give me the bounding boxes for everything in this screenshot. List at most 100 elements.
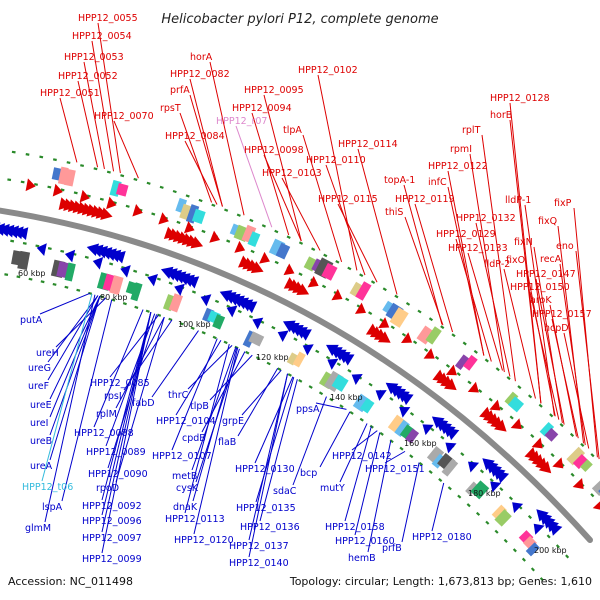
- label-leader-line: [171, 338, 218, 451]
- tick-mark: [237, 309, 242, 314]
- tick-mark: [125, 204, 130, 208]
- gene-arrow: [489, 399, 501, 411]
- feature-box: [463, 354, 478, 371]
- label-leader-line: [59, 97, 78, 163]
- gene-label: lldP-2: [484, 259, 510, 270]
- tick-mark: [527, 514, 532, 520]
- tick-mark: [417, 309, 422, 314]
- tick-mark: [570, 472, 575, 477]
- gene-label: HPP12_t06: [22, 482, 73, 493]
- label-leader-line: [189, 94, 223, 207]
- gene-arrow: [174, 283, 185, 296]
- gene-arrow: [92, 257, 104, 270]
- gene-label: dnaK: [173, 502, 198, 513]
- tick-mark: [323, 253, 328, 258]
- gene-arrow: [147, 274, 159, 287]
- tick-mark: [428, 469, 433, 474]
- features-layer: [11, 166, 600, 557]
- tick-mark: [335, 260, 340, 264]
- label-leader-line: [184, 140, 218, 205]
- gene-labels-layer: HPP12_0055 HPP12_0054 HPP12_0053 HPP12_0052…: [20, 13, 592, 569]
- feature-box: [566, 446, 586, 466]
- tick-mark: [22, 241, 27, 245]
- gene-label: HPP12_0094: [232, 103, 292, 114]
- label-leader-line: [414, 203, 454, 333]
- label-leader-line: [248, 373, 289, 558]
- gene-label: fixO: [506, 255, 525, 266]
- tick-mark: [321, 284, 327, 289]
- tick-mark: [286, 235, 291, 239]
- gene-arrow: [512, 502, 524, 514]
- feature-box: [191, 208, 206, 225]
- gene-label: sdaC: [273, 486, 297, 497]
- tick-mark: [250, 249, 255, 254]
- tick-mark: [66, 161, 71, 164]
- label-leader-line: [403, 184, 443, 325]
- gene-label: HPP12_0142: [332, 451, 392, 462]
- label-leader-line: [151, 330, 199, 398]
- tick-mark: [99, 197, 104, 201]
- tick-mark: [409, 454, 414, 459]
- tick-mark: [549, 413, 554, 418]
- gene-arrow: [52, 183, 63, 197]
- tick-mark: [506, 376, 511, 381]
- gene-label: cpdB: [182, 433, 206, 444]
- gene-label: rplM: [96, 409, 117, 420]
- feature-box: [331, 374, 349, 392]
- gene-label: cysK: [176, 483, 199, 494]
- tick-mark: [405, 301, 411, 306]
- gene-arrow: [244, 301, 258, 314]
- tick-mark: [76, 288, 81, 292]
- label-leader-line: [533, 246, 563, 424]
- tick-mark: [245, 350, 250, 355]
- gene-arrow: [494, 419, 507, 432]
- gene-arrow: [399, 407, 411, 418]
- gene-label: fixP: [554, 198, 572, 209]
- gene-label: HPP12_0130: [235, 464, 295, 475]
- gene-label: ureH: [36, 348, 59, 359]
- feature-box: [303, 256, 318, 272]
- feature-box: [268, 238, 286, 257]
- tick-mark: [16, 275, 21, 279]
- label-leader-line: [41, 293, 93, 482]
- feature-box: [544, 427, 559, 442]
- tick-mark: [20, 180, 25, 184]
- tick-mark: [274, 229, 279, 234]
- gene-label: bcp: [300, 468, 317, 479]
- tick-mark: [488, 397, 493, 402]
- gene-label: hcpD: [544, 323, 569, 334]
- tick-mark: [390, 325, 395, 330]
- feature-box: [494, 509, 512, 527]
- gene-label: thrC: [168, 390, 189, 401]
- tick-mark: [379, 318, 384, 323]
- tick-mark: [508, 496, 514, 501]
- map-title: Helicobacter pylori P12, complete genome: [161, 12, 438, 27]
- tick-mark: [190, 326, 195, 330]
- tick-mark: [359, 417, 364, 422]
- gene-arrow: [200, 294, 212, 307]
- feature-box: [359, 397, 375, 414]
- gene-label: HPP12_0147: [516, 269, 576, 280]
- gene-arrow: [377, 331, 391, 343]
- label-leader-line: [49, 295, 101, 400]
- label-leader-line: [467, 252, 503, 371]
- tick-mark: [479, 469, 485, 474]
- tick-mark: [11, 150, 16, 154]
- tick-mark: [176, 220, 181, 225]
- feature-box: [518, 530, 534, 545]
- gene-arrow: [423, 348, 435, 359]
- feature-box: [64, 262, 76, 282]
- tick-mark: [519, 424, 525, 429]
- label-leader-line: [551, 318, 579, 439]
- gene-arrow: [16, 227, 29, 241]
- tick-mark: [370, 280, 376, 284]
- label-leader-line: [354, 432, 381, 536]
- tick-mark: [530, 567, 535, 572]
- label-leader-line: [101, 312, 152, 554]
- tick-mark: [7, 178, 12, 182]
- feature-box: [175, 197, 188, 214]
- tick-mark: [428, 317, 434, 322]
- feature-box: [470, 480, 490, 500]
- tick-mark: [485, 520, 490, 525]
